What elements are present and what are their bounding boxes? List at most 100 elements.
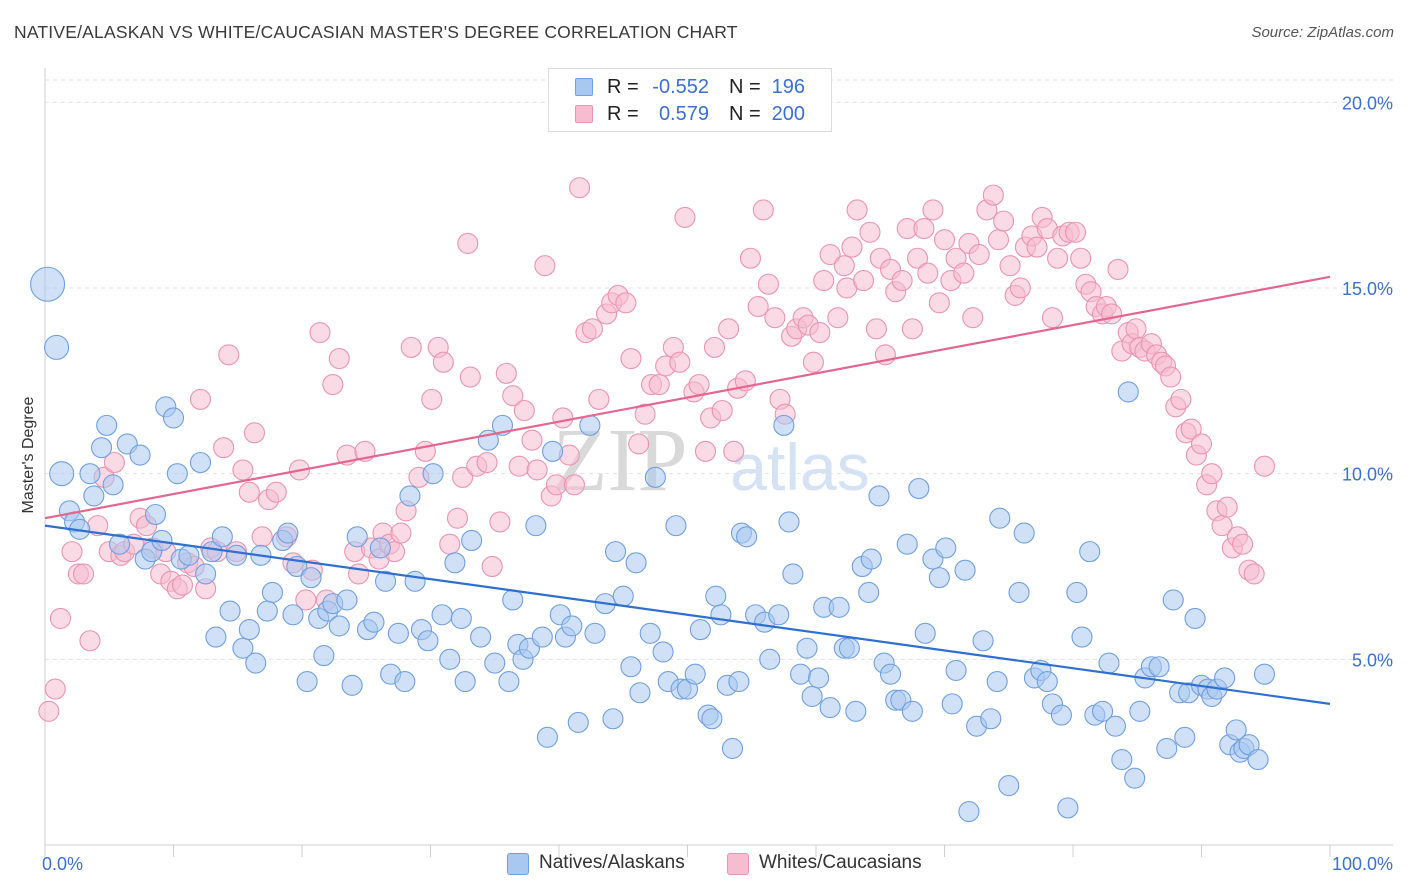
data-point [238,481,260,503]
data-point [1066,581,1088,604]
data-point [710,604,732,626]
data-point [79,463,101,485]
data-point [567,711,589,734]
data-point [431,604,453,626]
data-point [694,440,717,462]
data-point [1008,581,1030,604]
data-point [1009,277,1031,299]
data-point [49,461,75,487]
data-point [941,693,963,715]
x-tick-label-min: 0.0% [42,854,83,874]
data-point [201,541,223,563]
data-point [61,541,83,563]
data-point [768,604,790,626]
data-point [838,637,860,659]
data-point [232,459,254,481]
data-point [225,544,248,566]
data-point [701,708,723,730]
data-point [495,362,517,384]
data-point [102,474,124,496]
data-point [245,652,267,674]
data-point [545,474,567,496]
data-point [277,522,299,544]
data-point [476,451,498,474]
data-point [1129,700,1151,722]
data-point [705,585,727,607]
legend-row-whites: R = 0.579 N = 200 [549,101,831,127]
data-point [802,351,824,373]
data-point [502,589,524,611]
data-point [1243,563,1265,585]
data-point [363,611,385,633]
data-point [1107,258,1129,280]
data-point [958,801,980,823]
data-point [79,630,101,652]
data-point [913,217,935,240]
data-point [581,318,603,340]
y-tick-label: 20.0% [1342,93,1393,113]
data-point [1117,381,1139,403]
data-point [906,247,929,269]
legend-row-natives: R = -0.552 N = 196 [549,74,831,100]
data-point [993,210,1015,232]
data-point [1101,303,1123,325]
data-point [38,700,60,722]
data-point [341,674,363,696]
data-point [171,574,194,596]
data-point [865,318,887,340]
data-point [1026,236,1048,258]
data-point [432,351,454,373]
data-point [999,255,1021,277]
data-point [602,708,624,730]
data-point [1214,667,1236,689]
y-tick-label: 5.0% [1352,650,1393,670]
data-point [459,366,481,388]
x-tick-label-max: 100.0% [1332,854,1393,874]
data-point [1253,455,1276,477]
data-point [629,682,651,704]
data-point [211,526,233,548]
data-point [1041,307,1063,329]
data-point [953,262,975,284]
data-point [901,700,923,722]
data-point [1184,607,1206,630]
data-point [1253,663,1276,685]
grid-lines [45,79,1393,660]
data-point [454,671,476,693]
data-point [1160,366,1182,388]
data-point [569,177,591,199]
data-point [612,585,634,607]
data-point [30,266,66,302]
data-point [757,273,780,295]
data-point [778,511,800,533]
data-point [1170,388,1192,410]
legend-swatch-pink [575,105,593,123]
data-point [689,619,711,641]
data-point [83,485,105,507]
data-point [1079,541,1101,563]
data-point [238,619,260,641]
legend-n-label: N = [729,76,761,98]
natives-alaskans-points [30,266,1276,823]
data-point [648,373,670,396]
data-point [982,184,1004,206]
data-point [439,648,461,670]
data-point [129,444,151,466]
data-point [1216,496,1238,518]
data-point [162,407,185,429]
data-point [914,622,936,644]
data-point [189,451,212,474]
data-point [1071,626,1093,648]
data-point [166,463,188,485]
data-point [711,399,733,422]
data-point [1070,247,1092,269]
data-point [933,229,956,251]
data-point [205,626,227,648]
data-point [251,526,273,548]
data-point [1092,700,1114,722]
legend-n-value: 200 [771,103,805,125]
correlation-legend: R = -0.552 N = 196 R = 0.579 N = 200 [548,68,832,132]
data-point [404,570,426,592]
data-point [739,247,762,269]
